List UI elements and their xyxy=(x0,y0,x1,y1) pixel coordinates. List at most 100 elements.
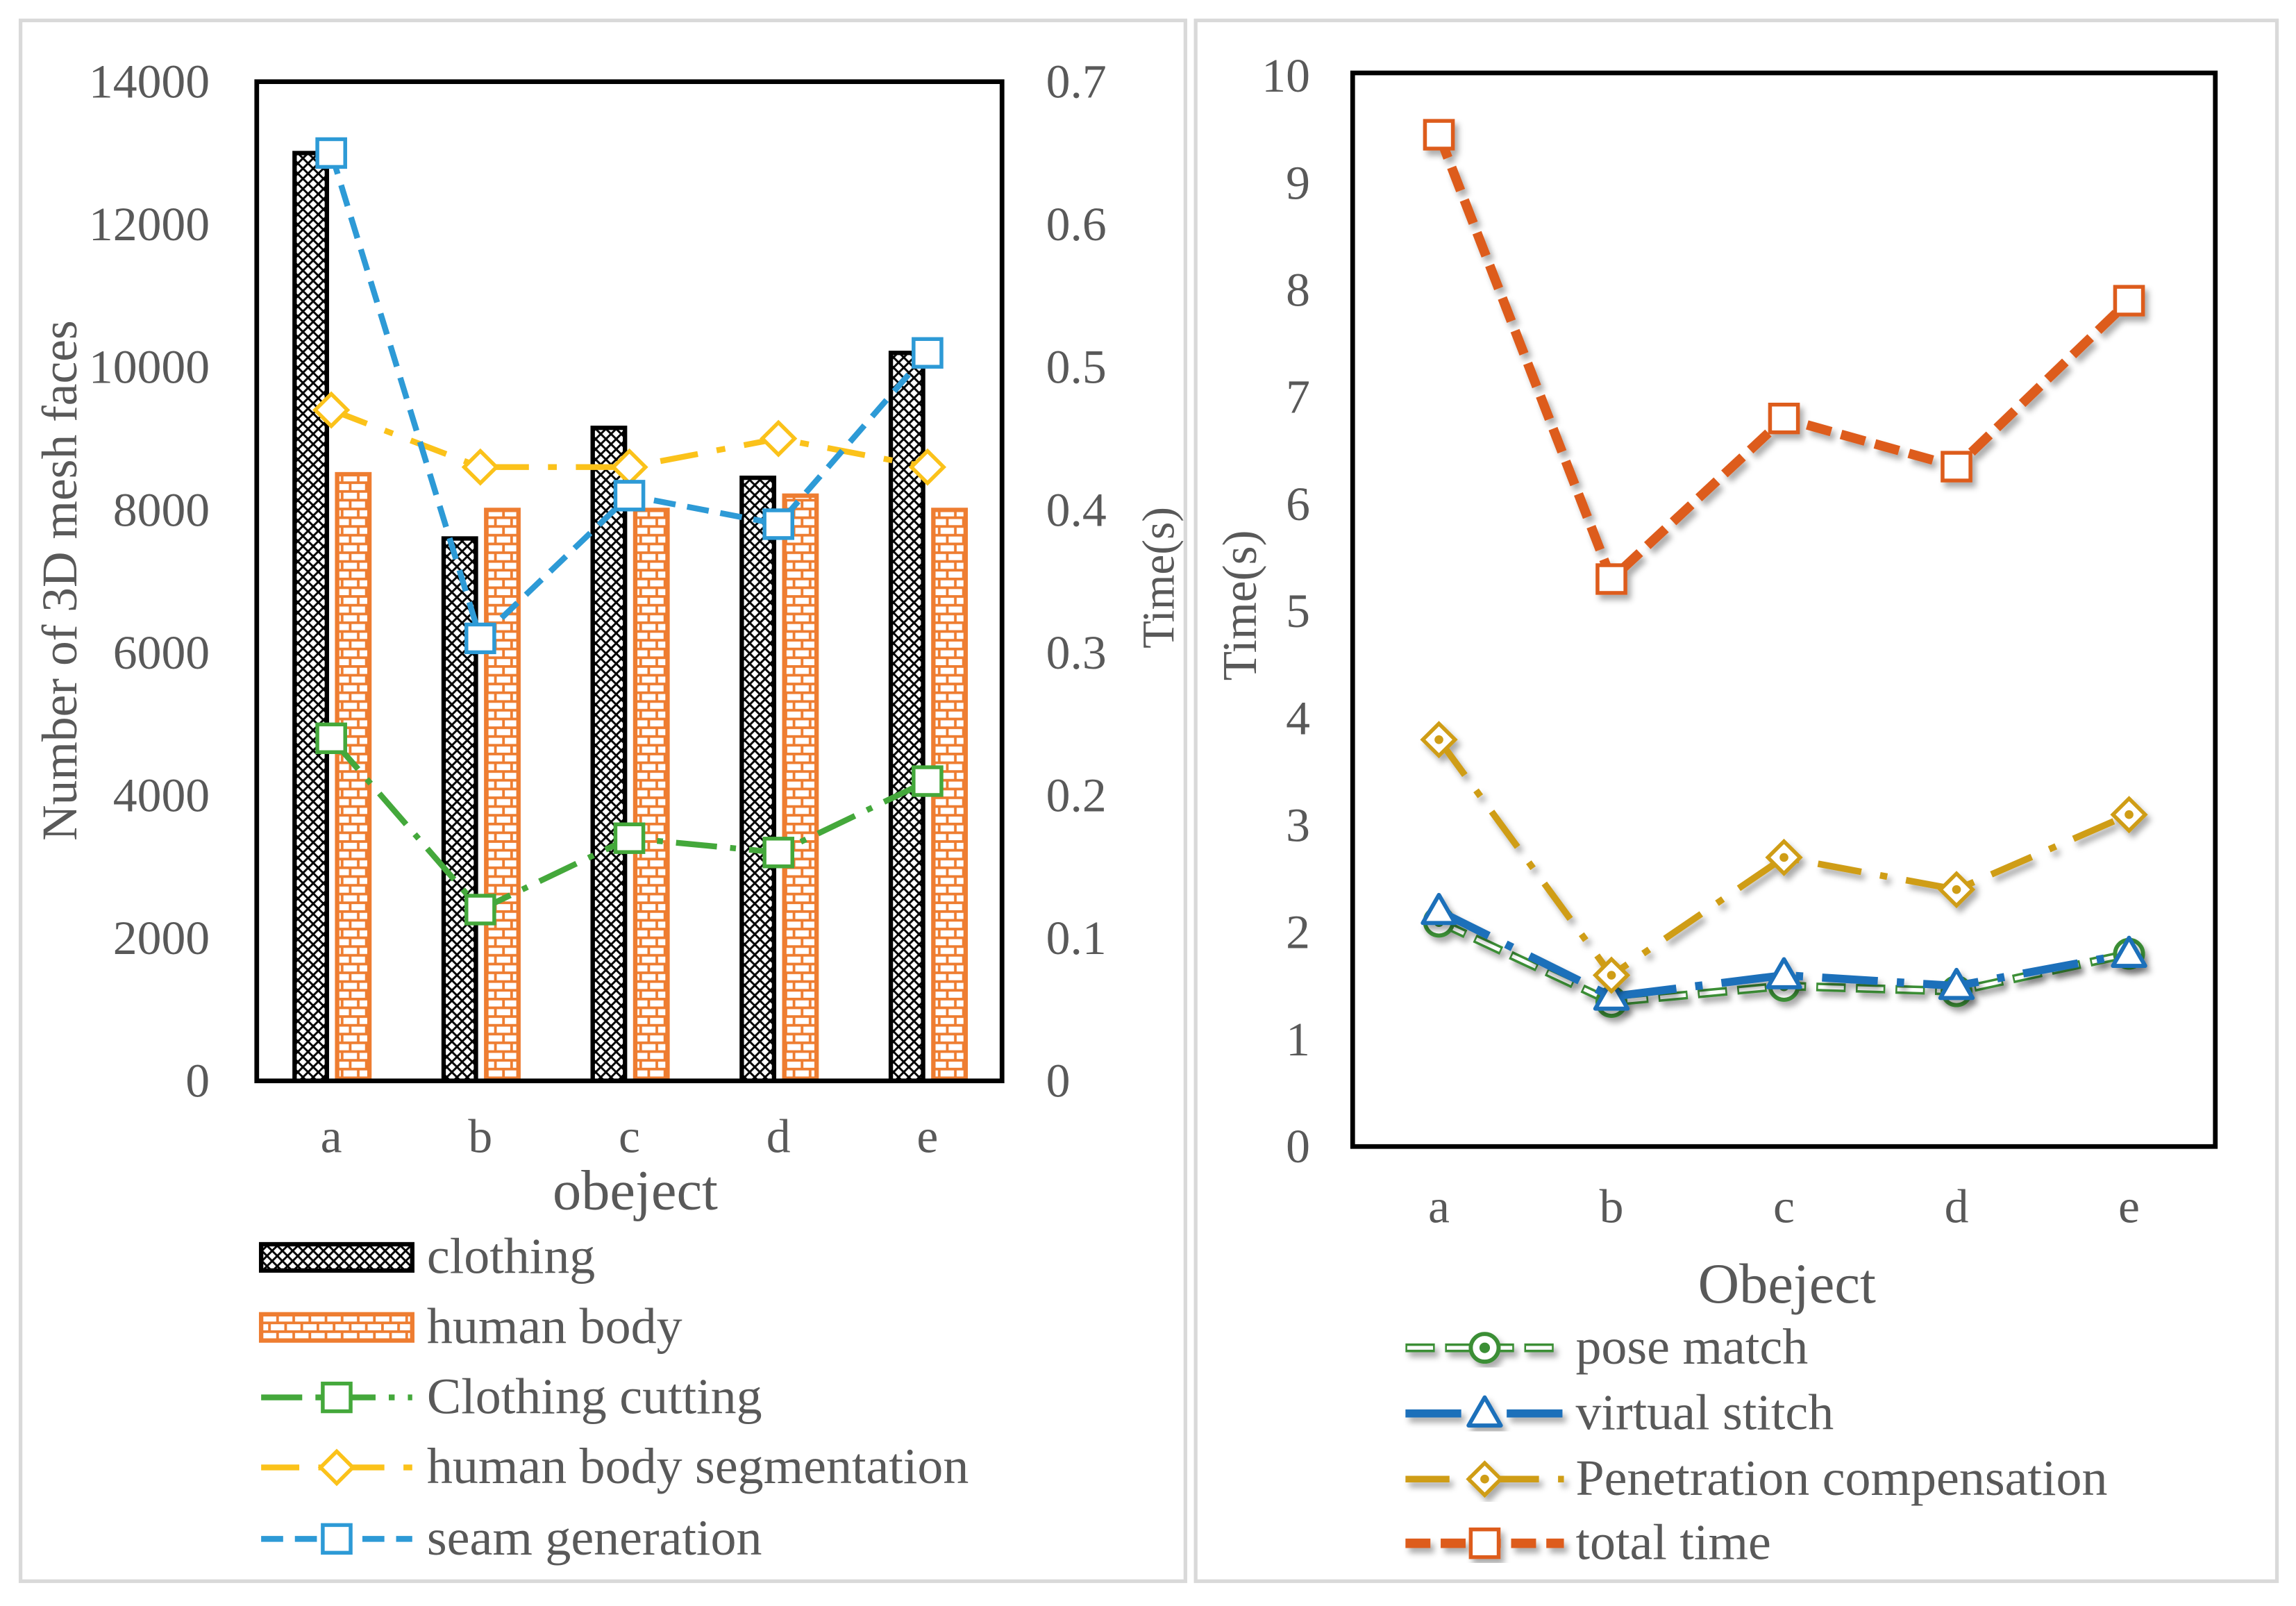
y-tick-label: 0 xyxy=(185,1055,210,1108)
legend: pose match virtual stitch Penetration comp… xyxy=(1405,1318,2107,1570)
marker-dot xyxy=(1480,1474,1489,1484)
point-penetration-compensation-b xyxy=(1592,956,1631,994)
marker-triangle xyxy=(1766,957,1802,989)
point-clothing-cutting-c xyxy=(613,822,646,854)
legend-swatch xyxy=(1405,1527,1564,1559)
legend-swatch xyxy=(1405,1460,1564,1498)
point-clothing-cutting-d xyxy=(762,837,795,869)
legend-item-seam-generation: seam generation xyxy=(261,1509,762,1566)
y-tick-label: 6000 xyxy=(113,626,210,680)
legend-swatch xyxy=(261,1448,412,1487)
x-tick-label: c xyxy=(1773,1180,1795,1234)
marker-square xyxy=(2113,285,2145,317)
bar-clothing-c xyxy=(590,426,628,1083)
y-axis-title: Number of 3D mesh faces xyxy=(33,320,87,841)
series-seam-generation xyxy=(315,137,944,655)
legend-marker xyxy=(317,1448,356,1487)
y-tick-label: 14000 xyxy=(89,56,210,109)
chart-mesh-faces-and-time: 0 2000 4000 6000 8000 10000 12000 14000 0 0.1 0.2 0… xyxy=(33,56,1184,1566)
series-clothing xyxy=(292,151,925,1083)
legend-marker xyxy=(1468,1527,1501,1559)
legend-marker xyxy=(1466,1395,1503,1428)
marker-square xyxy=(315,137,347,169)
point-total-time-e xyxy=(2113,285,2145,317)
y-tick-label: 5 xyxy=(1286,585,1310,638)
point-total-time-a xyxy=(1423,119,1455,151)
marker-triangle xyxy=(1421,892,1457,926)
x-tick-label: e xyxy=(2118,1180,2140,1234)
legend-label: Penetration compensation xyxy=(1575,1449,2107,1506)
legend-label: clothing xyxy=(427,1228,595,1285)
marker-square xyxy=(315,722,347,755)
line-human-body-segmentation xyxy=(330,407,928,470)
y2-tick-label: 0.2 xyxy=(1046,769,1107,823)
marker-triangle xyxy=(1938,967,1975,1001)
legend-swatch xyxy=(258,1312,414,1343)
bar-clothing-d xyxy=(739,475,777,1083)
y-tick-label: 6 xyxy=(1286,478,1310,531)
point-clothing-cutting-b xyxy=(464,894,496,926)
legend-item-pose-match: pose match xyxy=(1405,1318,1808,1375)
point-total-time-d xyxy=(1941,451,1972,483)
marker-triangle xyxy=(1593,978,1630,1011)
legend-label: pose match xyxy=(1575,1318,1808,1375)
legend-swatch xyxy=(261,1523,412,1555)
legend-label: seam generation xyxy=(427,1509,762,1566)
plot-area-frame xyxy=(1350,70,2218,1149)
marker-square xyxy=(464,894,496,926)
point-penetration-compensation-a xyxy=(1420,721,1458,759)
legend-item-clothing-cutting: Clothing cutting xyxy=(261,1368,762,1425)
bar-human-body-d xyxy=(782,493,819,1083)
x-tick-label: b xyxy=(468,1110,492,1164)
y-tick-label: 10 xyxy=(1262,49,1310,103)
point-seam-generation-a xyxy=(315,137,347,169)
y-tick-label: 9 xyxy=(1286,156,1310,210)
y-tick-label: 3 xyxy=(1286,799,1310,853)
y2-tick-label: 0.7 xyxy=(1046,56,1107,109)
series-total-time xyxy=(1423,119,2145,595)
legend: clothing human body Clothing cutting human … xyxy=(258,1228,969,1566)
marker-square xyxy=(464,622,496,655)
legend-swatch xyxy=(258,1241,414,1273)
y-tick-label: 4 xyxy=(1286,692,1310,745)
marker-dot xyxy=(1952,885,1961,894)
marker-dot xyxy=(1479,1342,1491,1353)
y-tick-label: 10000 xyxy=(89,341,210,394)
point-seam-generation-c xyxy=(613,480,646,512)
legend-swatch xyxy=(261,1381,412,1414)
marker-dot xyxy=(1779,853,1788,862)
point-virtual-stitch-d xyxy=(1938,967,1975,1001)
marker-square xyxy=(912,337,944,369)
marker-triangle xyxy=(1466,1395,1503,1428)
marker-square xyxy=(1423,119,1455,151)
marker-diamond xyxy=(312,391,351,429)
point-virtual-stitch-b xyxy=(1593,978,1630,1011)
y2-axis-title: Time(s) xyxy=(1134,507,1184,649)
y-tick-label: 8000 xyxy=(113,483,210,537)
point-human-body-segmentation-b xyxy=(461,448,499,486)
series-virtual-stitch xyxy=(1421,892,2147,1011)
bar-human-body-c xyxy=(632,508,670,1083)
series-clothing-cutting xyxy=(315,722,944,926)
x-tick-label: b xyxy=(1600,1180,1624,1234)
marker-square xyxy=(1768,402,1800,435)
x-tick-label: d xyxy=(1945,1180,1969,1234)
line-penetration-compensation xyxy=(1436,737,2131,979)
marker-square xyxy=(1941,451,1972,483)
y-tick-label: 2 xyxy=(1286,906,1310,960)
marker-square xyxy=(321,1381,353,1414)
point-virtual-stitch-c xyxy=(1766,957,1802,989)
bar-clothing-a xyxy=(292,151,329,1083)
y2-tick-label: 0.3 xyxy=(1046,626,1107,680)
legend-label: total time xyxy=(1575,1514,1770,1571)
x-tick-label: a xyxy=(1428,1180,1450,1234)
bar-human-body-a xyxy=(335,471,372,1083)
y-tick-label: 2000 xyxy=(113,912,210,965)
marker-square xyxy=(762,837,795,869)
point-virtual-stitch-e xyxy=(2111,935,2147,968)
marker-triangle xyxy=(2111,935,2147,968)
y-tick-label: 7 xyxy=(1286,371,1310,424)
legend-marker xyxy=(321,1523,353,1555)
legend-label: Clothing cutting xyxy=(427,1368,762,1425)
